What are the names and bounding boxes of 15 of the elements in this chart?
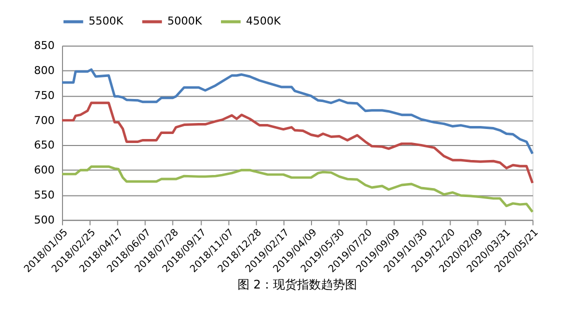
legend-label: 5000K (167, 14, 203, 28)
y-tick-label: 800 (34, 64, 55, 77)
legend-label: 4500K (246, 14, 282, 28)
y-tick-label: 650 (34, 138, 55, 152)
legend-label: 5500K (88, 14, 124, 28)
y-tick-label: 500 (34, 213, 55, 226)
y-tick-label: 600 (34, 164, 55, 177)
caption: 图 2：现货指数趋势图 (238, 278, 357, 292)
y-tick-label: 850 (34, 39, 55, 52)
y-tick-label: 700 (34, 114, 55, 127)
line-series (60, 165, 534, 214)
y-tick-label: 750 (34, 88, 55, 102)
y-tick-label: 550 (34, 188, 55, 202)
line-series (60, 102, 534, 184)
line-series (60, 68, 534, 155)
